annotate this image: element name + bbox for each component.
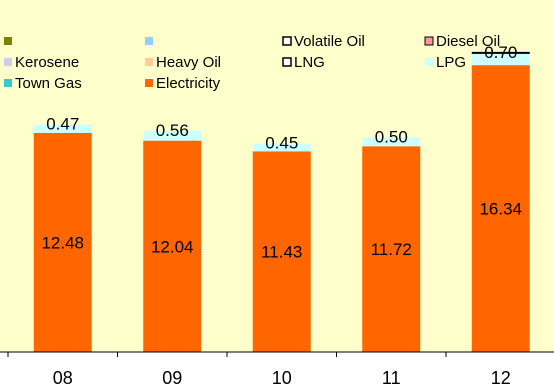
data-label-lpg-10: 0.45: [265, 133, 298, 152]
legend-swatch: [282, 57, 292, 67]
legend-label: Diesel Oil: [436, 33, 500, 50]
legend-label: Heavy Oil: [156, 54, 221, 71]
legend-swatch: [282, 36, 292, 46]
x-tick-label: 10: [272, 368, 292, 388]
bar-lpg-11: [362, 137, 421, 147]
x-axis-ticks: 08 09 10 11 12: [7, 352, 511, 388]
bar-lpg-10: [252, 143, 311, 152]
legend-label: Kerosene: [15, 54, 79, 71]
data-label-lpg-08: 0.47: [46, 115, 79, 134]
bar-lpg-08: [33, 124, 92, 133]
legend: Volatile Oil Diesel Oil Kerosene Heavy Oil L…: [4, 33, 500, 92]
legend-swatch: [145, 79, 153, 87]
legend-label: LPG: [436, 54, 466, 71]
legend-label: Volatile Oil: [294, 33, 365, 50]
bar-lpg-12: [471, 52, 530, 66]
bars-layer: [33, 51, 530, 353]
legend-swatch: [4, 58, 12, 66]
legend-label: LNG: [294, 54, 325, 71]
data-label-lpg-12: 0.70: [484, 43, 517, 62]
data-label-lpg-11: 0.50: [375, 127, 408, 146]
bar-electricity-11: [362, 146, 421, 352]
data-label-electricity-09: 12.04: [151, 237, 194, 256]
x-tick-label: 11: [382, 368, 401, 388]
bar-electricity-12: [471, 65, 530, 353]
x-tick-label: 12: [491, 368, 511, 388]
legend-swatch: [4, 79, 12, 87]
bar-lpg-09: [143, 130, 202, 141]
data-label-electricity-11: 11.72: [371, 240, 412, 259]
legend-swatch: [4, 37, 12, 45]
bar-electricity-10: [252, 151, 311, 352]
legend-label: Electricity: [156, 75, 221, 92]
legend-label: Town Gas: [15, 75, 82, 92]
data-label-electricity-10: 11.43: [261, 243, 302, 262]
data-label-lpg-09: 0.56: [156, 121, 189, 140]
legend-swatch: [145, 58, 153, 66]
x-tick-label: 09: [162, 368, 182, 388]
x-tick-label: 08: [53, 368, 73, 388]
legend-swatch: [425, 58, 433, 66]
data-label-electricity-08: 12.48: [41, 233, 84, 252]
legend-swatch: [145, 37, 153, 45]
legend-swatch: [424, 36, 434, 46]
labels-layer: 12.48 0.47 12.04 0.56 11.43 0.45 11.72 0.50 16.3…: [41, 43, 522, 262]
bar-electricity-09: [143, 140, 202, 352]
data-label-electricity-12: 16.34: [479, 200, 522, 219]
bar-electricity-08: [33, 132, 92, 352]
